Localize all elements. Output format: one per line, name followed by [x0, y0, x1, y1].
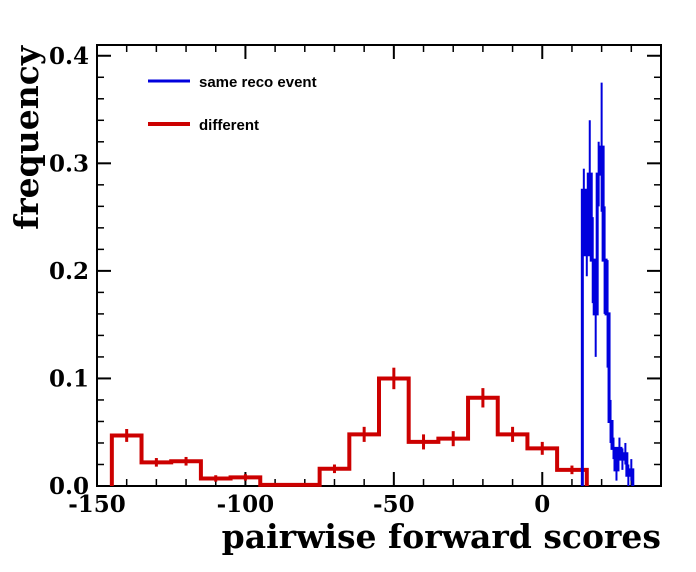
y-tick-label: 0.4 [49, 43, 89, 70]
series-same-reco-event [580, 82, 635, 486]
x-tick-label: -150 [68, 491, 126, 518]
axis-ticks [96, 45, 662, 487]
x-tick-label: 0 [534, 491, 550, 518]
series-layer [109, 82, 635, 487]
y-axis-title: frequency [7, 45, 46, 230]
y-tick-label: 0.2 [49, 258, 89, 285]
x-axis-title: pairwise forward scores [222, 517, 661, 556]
legend: same reco event different [148, 74, 317, 134]
y-tick-label: 0.0 [49, 473, 89, 500]
plot-frame [96, 44, 662, 487]
x-tick-label: -50 [373, 491, 415, 518]
y-tick-label: 0.3 [49, 150, 89, 177]
x-tick-label: -100 [217, 491, 275, 518]
legend-label-different: different [199, 117, 259, 134]
legend-label-same-reco-event: same reco event [199, 74, 317, 91]
histogram-line-different [109, 376, 589, 487]
series-different [109, 367, 589, 487]
y-tick-label: 0.1 [49, 365, 89, 392]
tick-labels: -150 -100 -50 0 0.0 0.1 0.2 0.3 0.4 [49, 43, 550, 518]
